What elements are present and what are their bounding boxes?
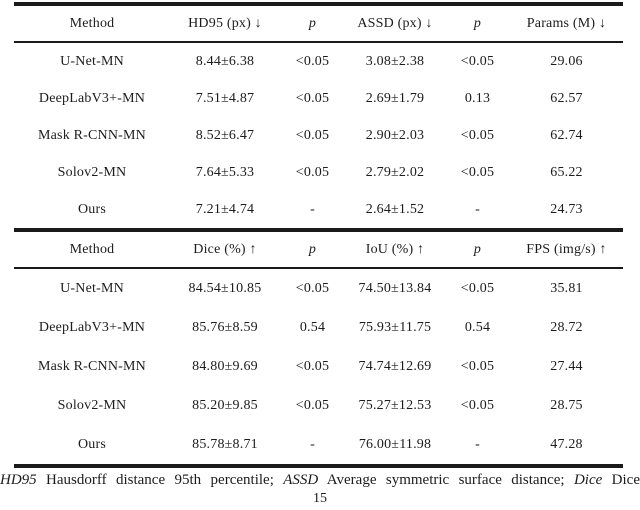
table-cell: <0.05 [295,164,330,180]
table-cell: 7.64±5.33 [195,164,255,180]
table-cell: 2.90±2.03 [365,127,425,143]
header-p-value: p [473,241,482,257]
table-bottom-rule [14,464,623,468]
header-params: Params (M) ↓ [526,15,607,31]
footnote-abbr-hd95: HD95 [0,472,37,488]
header-p-value: p [308,15,317,31]
table-cell: 85.76±8.59 [192,319,258,335]
table-cell: <0.05 [295,127,330,143]
table-top-rule [14,2,623,6]
table-cell: - [475,436,480,452]
table-middle-rule [14,228,623,232]
table-cell: 7.51±4.87 [195,90,255,106]
table-cell: <0.05 [295,280,330,296]
header-method: Method [69,15,115,31]
table-cell: 74.74±12.69 [358,358,432,374]
footnote-abbr-assd: ASSD [283,472,319,488]
table-cell: 27.44 [550,358,583,374]
table-row: DeepLabV3+-MN 85.76±8.59 0.54 75.93±11.7… [14,308,623,347]
table-cell: 28.75 [550,397,583,413]
table-row: Solov2-MN 85.20±9.85 <0.05 75.27±12.53 <… [14,386,623,425]
table-cell: 74.50±13.84 [358,280,432,296]
table-row: Ours 85.78±8.71 - 76.00±11.98 - 47.28 [14,425,623,464]
footnote-text: Hausdorff distance 95th percentile; [36,472,284,488]
table-cell: 8.44±6.38 [195,53,255,69]
table-cell: <0.05 [295,358,330,374]
table-cell: 76.00±11.98 [358,436,432,452]
header-iou: IoU (%) ↑ [365,241,425,257]
table-cell: 0.54 [299,319,326,335]
header-p-value: p [473,15,482,31]
table-cell: 28.72 [550,319,583,335]
table1-header-row: Method HD95 (px) ↓ p ASSD (px) ↓ p Param… [14,6,623,41]
table-cell: 85.78±8.71 [192,436,258,452]
table-cell: 2.79±2.02 [365,164,425,180]
table-row: Solov2-MN 7.64±5.33 <0.05 2.79±2.02 <0.0… [14,154,623,191]
table-cell: 75.93±11.75 [358,319,432,335]
table-cell: - [475,201,480,217]
table-row: U-Net-MN 8.44±6.38 <0.05 3.08±2.38 <0.05… [14,43,623,80]
table-cell: 24.73 [550,201,583,217]
cell-method: Ours [77,436,107,452]
table-row: Mask R-CNN-MN 84.80±9.69 <0.05 74.74±12.… [14,347,623,386]
table-cell: 2.69±1.79 [365,90,425,106]
footnote-text: Dice [602,472,640,488]
header-method: Method [69,241,115,257]
cell-method: Mask R-CNN-MN [38,127,146,143]
table-row: DeepLabV3+-MN 7.51±4.87 <0.05 2.69±1.79 … [14,80,623,117]
table-cell: 0.54 [464,319,491,335]
header-assd: ASSD (px) ↓ [357,15,433,31]
table-cell: <0.05 [295,397,330,413]
table-cell: 62.74 [550,127,583,143]
cell-method: Mask R-CNN-MN [38,358,146,374]
table-row: U-Net-MN 84.54±10.85 <0.05 74.50±13.84 <… [14,269,623,308]
table-cell: <0.05 [295,90,330,106]
table-cell: <0.05 [460,397,495,413]
cell-method: U-Net-MN [60,53,124,69]
table-cell: - [310,436,315,452]
table-cell: 8.52±6.47 [195,127,255,143]
header-dice: Dice (%) ↑ [193,241,257,257]
table-cell: 2.64±1.52 [365,201,425,217]
table-footnote: HD95 Hausdorff distance 95th percentile;… [0,469,640,491]
table-cell: <0.05 [295,53,330,69]
table-cell: 65.22 [550,164,583,180]
table-cell: 35.81 [550,280,583,296]
header-hd95: HD95 (px) ↓ [188,15,262,31]
table-cell: - [310,201,315,217]
table-cell: 84.54±10.85 [188,280,262,296]
table2-header-row: Method Dice (%) ↑ p IoU (%) ↑ p FPS (img… [14,232,623,267]
table-cell: 47.28 [550,436,583,452]
cell-method: DeepLabV3+-MN [38,319,146,335]
table-row: Mask R-CNN-MN 8.52±6.47 <0.05 2.90±2.03 … [14,117,623,154]
cell-method: Ours [77,201,107,217]
header-fps: FPS (img/s) ↑ [526,241,607,257]
header-separator-rule [14,267,623,269]
header-separator-rule [14,41,623,43]
table-cell: 62.57 [550,90,583,106]
table-cell: <0.05 [460,164,495,180]
header-p-value: p [308,241,317,257]
cell-method: U-Net-MN [60,280,124,296]
footnote-abbr-dice: Dice [573,472,603,488]
metrics-tables: Method HD95 (px) ↓ p ASSD (px) ↓ p Param… [14,2,623,468]
cell-method: DeepLabV3+-MN [38,90,146,106]
table-cell: 0.13 [464,90,491,106]
table-cell: <0.05 [460,53,495,69]
table-cell: 85.20±9.85 [192,397,258,413]
table-cell: 29.06 [550,53,583,69]
table-cell: 75.27±12.53 [358,397,432,413]
table-cell: <0.05 [460,280,495,296]
footnote-text: Average symmetric surface distance; [318,472,574,488]
table-cell: <0.05 [460,358,495,374]
cell-method: Solov2-MN [57,397,127,413]
table-cell: 7.21±4.74 [195,201,255,217]
table-cell: <0.05 [460,127,495,143]
cell-method: Solov2-MN [57,164,127,180]
table-cell: 3.08±2.38 [365,53,425,69]
table-row: Ours 7.21±4.74 - 2.64±1.52 - 24.73 [14,191,623,228]
page-number: 15 [313,491,327,506]
table-cell: 84.80±9.69 [192,358,258,374]
